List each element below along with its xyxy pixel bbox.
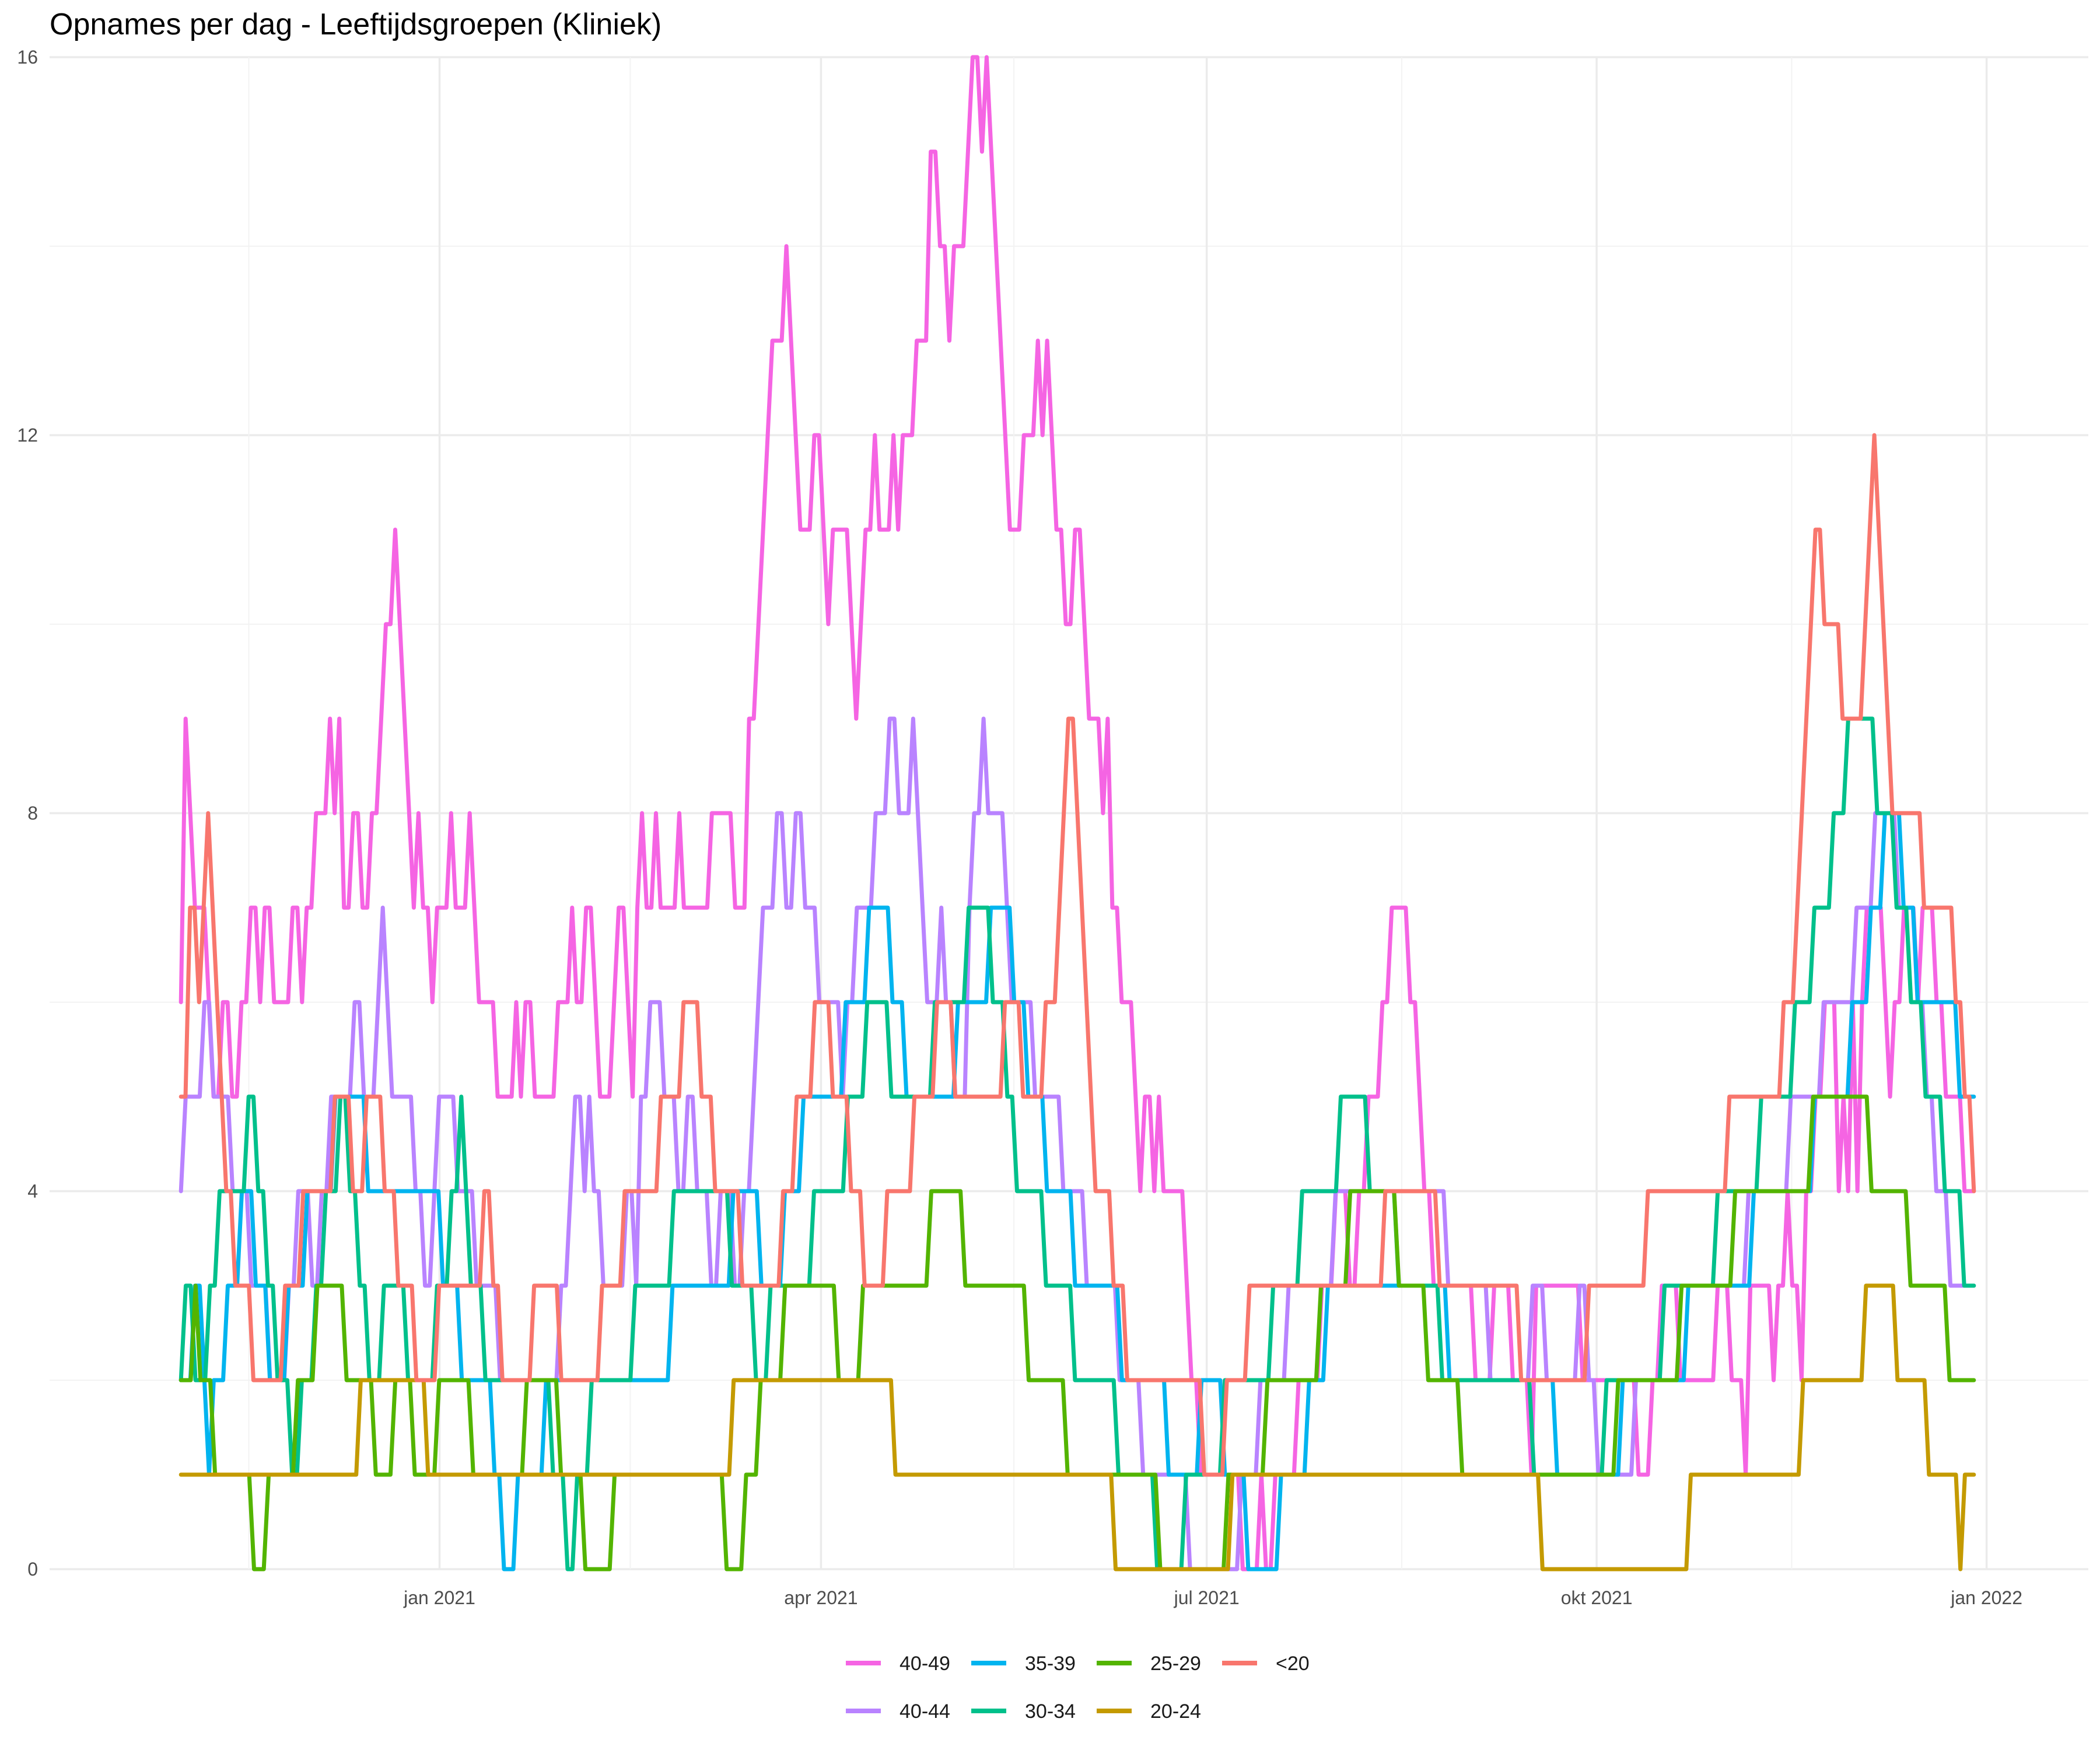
legend-label: <20	[1276, 1653, 1310, 1675]
x-tick-label: jan 2021	[403, 1587, 475, 1608]
legend: 40-49 40-44 35-39 30-34 25-29 20-24 <20	[846, 1653, 1310, 1723]
y-tick-label: 0	[27, 1559, 38, 1580]
x-tick-label: apr 2021	[784, 1587, 858, 1608]
legend-label: 25-29	[1150, 1653, 1201, 1675]
x-tick-label: jan 2022	[1950, 1587, 2022, 1608]
legend-label: 40-44	[900, 1700, 950, 1723]
legend-label: 40-49	[900, 1653, 950, 1675]
y-tick-label: 16	[17, 47, 38, 68]
x-tick-label: okt 2021	[1561, 1587, 1633, 1608]
y-tick-label: 4	[27, 1181, 38, 1202]
legend-label: 30-34	[1025, 1700, 1076, 1723]
legend-label: 20-24	[1150, 1700, 1201, 1723]
y-tick-label: 8	[27, 803, 38, 824]
chart-title: Opnames per dag - Leeftijdsgroepen (Klin…	[50, 8, 662, 41]
series-line	[178, 1094, 1976, 1572]
axis-labels: 0 4 8 12 16 jan 2021 apr 2021 jul 2021 okt 2021 j…	[17, 47, 2022, 1608]
series-line	[178, 433, 1976, 1477]
series-layer	[178, 55, 1976, 1572]
x-tick-label: jul 2021	[1174, 1587, 1240, 1608]
y-tick-label: 12	[17, 425, 38, 446]
legend-label: 35-39	[1025, 1653, 1076, 1675]
series-line	[178, 1283, 1976, 1572]
